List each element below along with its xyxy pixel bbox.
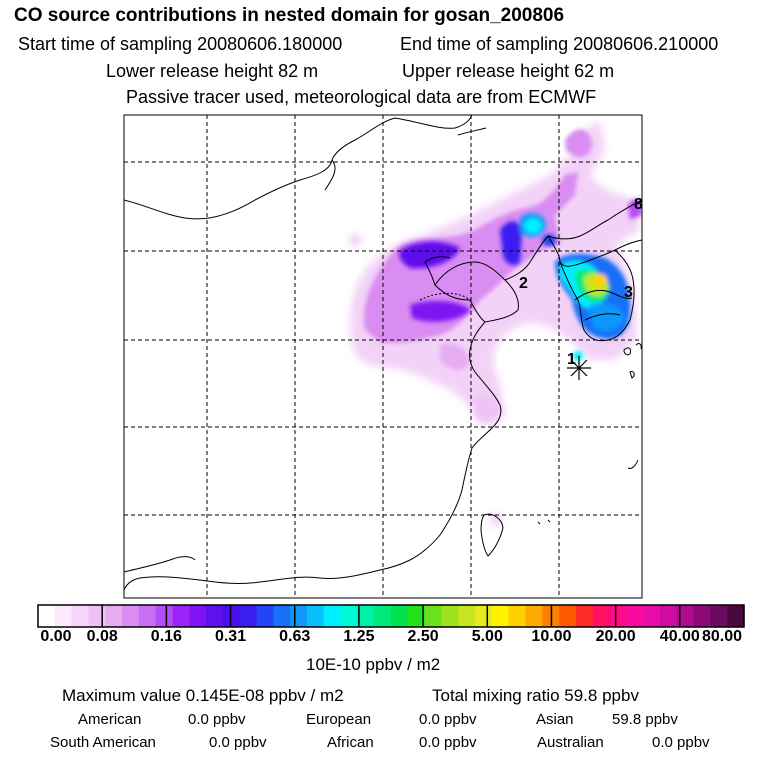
colorbar-label: 40.00 bbox=[659, 628, 700, 645]
american-label: American bbox=[78, 711, 142, 728]
colorbar-swatch bbox=[559, 605, 577, 627]
colorbar-swatch bbox=[407, 605, 426, 627]
colorbar-swatch bbox=[357, 605, 375, 627]
colorbar-swatch bbox=[710, 605, 728, 627]
colorbar-frame bbox=[37, 604, 745, 628]
colorbar-swatch bbox=[391, 605, 409, 627]
african-label: African bbox=[327, 734, 374, 751]
colorbar-swatch bbox=[54, 605, 73, 627]
colorbar-swatch bbox=[491, 605, 510, 627]
colorbar-swatch bbox=[138, 605, 157, 627]
colorbar-label: 1.25 bbox=[343, 628, 375, 645]
asian-value: 59.8 ppbv bbox=[612, 711, 678, 728]
colorbar-swatch bbox=[155, 605, 174, 627]
colorbar-swatch bbox=[306, 605, 325, 627]
colorbar-swatch bbox=[340, 605, 358, 627]
colorbar-swatch bbox=[323, 605, 342, 627]
plume-core bbox=[399, 213, 556, 322]
colorbar-label: 0.00 bbox=[40, 628, 72, 645]
region-label-2: 2 bbox=[519, 275, 528, 292]
colorbar-swatch bbox=[525, 605, 543, 627]
colorbar-swatch bbox=[105, 605, 123, 627]
colorbar-label: 5.00 bbox=[471, 628, 503, 645]
maximum-value: Maximum value 0.145E-08 ppbv / m2 bbox=[62, 686, 344, 705]
colorbar-swatch bbox=[172, 605, 190, 627]
colorbar-units: 10E-10 ppbv / m2 bbox=[306, 655, 441, 674]
plot-title: CO source contributions in nested domain… bbox=[14, 5, 565, 26]
river-line bbox=[419, 292, 471, 301]
colorbar-swatch bbox=[659, 605, 678, 627]
colorbar-swatch bbox=[592, 605, 611, 627]
coastlines bbox=[124, 115, 642, 591]
colorbar-swatch bbox=[458, 605, 476, 627]
colorbar-swatch bbox=[441, 605, 459, 627]
asian-label: Asian bbox=[536, 711, 574, 728]
region-label-8: 8 bbox=[634, 196, 643, 213]
colorbar-swatch bbox=[609, 605, 627, 627]
tracer-note: Passive tracer used, meteorological data… bbox=[126, 87, 597, 107]
colorbar-swatch bbox=[189, 605, 207, 627]
australian-label: Australian bbox=[537, 734, 604, 751]
colorbar bbox=[38, 605, 745, 627]
colorbar-label: 2.50 bbox=[407, 628, 439, 645]
colorbar-swatch bbox=[88, 605, 106, 627]
region-label-3: 3 bbox=[624, 284, 633, 301]
colorbar-swatch bbox=[71, 605, 90, 627]
colorbar-swatch bbox=[206, 605, 224, 627]
australian-value: 0.0 ppbv bbox=[652, 734, 710, 751]
colorbar-swatch bbox=[727, 605, 745, 627]
colorbar-label: 0.08 bbox=[86, 628, 118, 645]
colorbar-label: 0.31 bbox=[214, 628, 247, 645]
upper-release-height: Upper release height 62 m bbox=[402, 61, 615, 81]
start-time: Start time of sampling 20080606.180000 bbox=[18, 34, 343, 54]
colorbar-ticks bbox=[101, 605, 681, 627]
colorbar-swatch bbox=[122, 605, 140, 627]
gosan-receptor-marker bbox=[567, 356, 591, 380]
african-value: 0.0 ppbv bbox=[419, 734, 477, 751]
colorbar-swatch bbox=[374, 605, 392, 627]
colorbar-swatch bbox=[38, 605, 56, 627]
end-time: End time of sampling 20080606.210000 bbox=[400, 34, 719, 54]
european-label: European bbox=[306, 711, 372, 728]
south-american-label: South American bbox=[50, 734, 156, 751]
american-value: 0.0 ppbv bbox=[188, 711, 246, 728]
colorbar-swatch bbox=[575, 605, 594, 627]
region-label-1: 1 bbox=[567, 351, 576, 368]
south-american-value: 0.0 ppbv bbox=[209, 734, 267, 751]
colorbar-swatch bbox=[643, 605, 661, 627]
colorbar-swatch bbox=[693, 605, 711, 627]
lower-release-height: Lower release height 82 m bbox=[106, 61, 319, 81]
colorbar-label: 0.16 bbox=[150, 628, 182, 645]
colorbar-label: 80.00 bbox=[701, 628, 743, 645]
colorbar-label: 20.00 bbox=[595, 628, 636, 645]
european-value: 0.0 ppbv bbox=[419, 711, 477, 728]
lat-lon-grid bbox=[124, 115, 642, 598]
colorbar-swatch bbox=[424, 605, 443, 627]
colorbar-swatch bbox=[256, 605, 274, 627]
colorbar-swatch bbox=[222, 605, 241, 627]
total-mixing-ratio: Total mixing ratio 59.8 ppbv bbox=[432, 686, 639, 705]
colorbar-swatch bbox=[475, 605, 493, 627]
colorbar-swatch bbox=[626, 605, 644, 627]
colorbar-label: 0.63 bbox=[279, 628, 311, 645]
colorbar-swatch bbox=[239, 605, 258, 627]
map-frame bbox=[123, 114, 643, 599]
colorbar-swatch bbox=[508, 605, 527, 627]
colorbar-swatch bbox=[273, 605, 291, 627]
map-plot-area bbox=[124, 115, 642, 598]
colorbar-label: 10.00 bbox=[531, 628, 572, 645]
colorbar-swatch bbox=[290, 605, 308, 627]
colorbar-swatch bbox=[676, 605, 695, 627]
